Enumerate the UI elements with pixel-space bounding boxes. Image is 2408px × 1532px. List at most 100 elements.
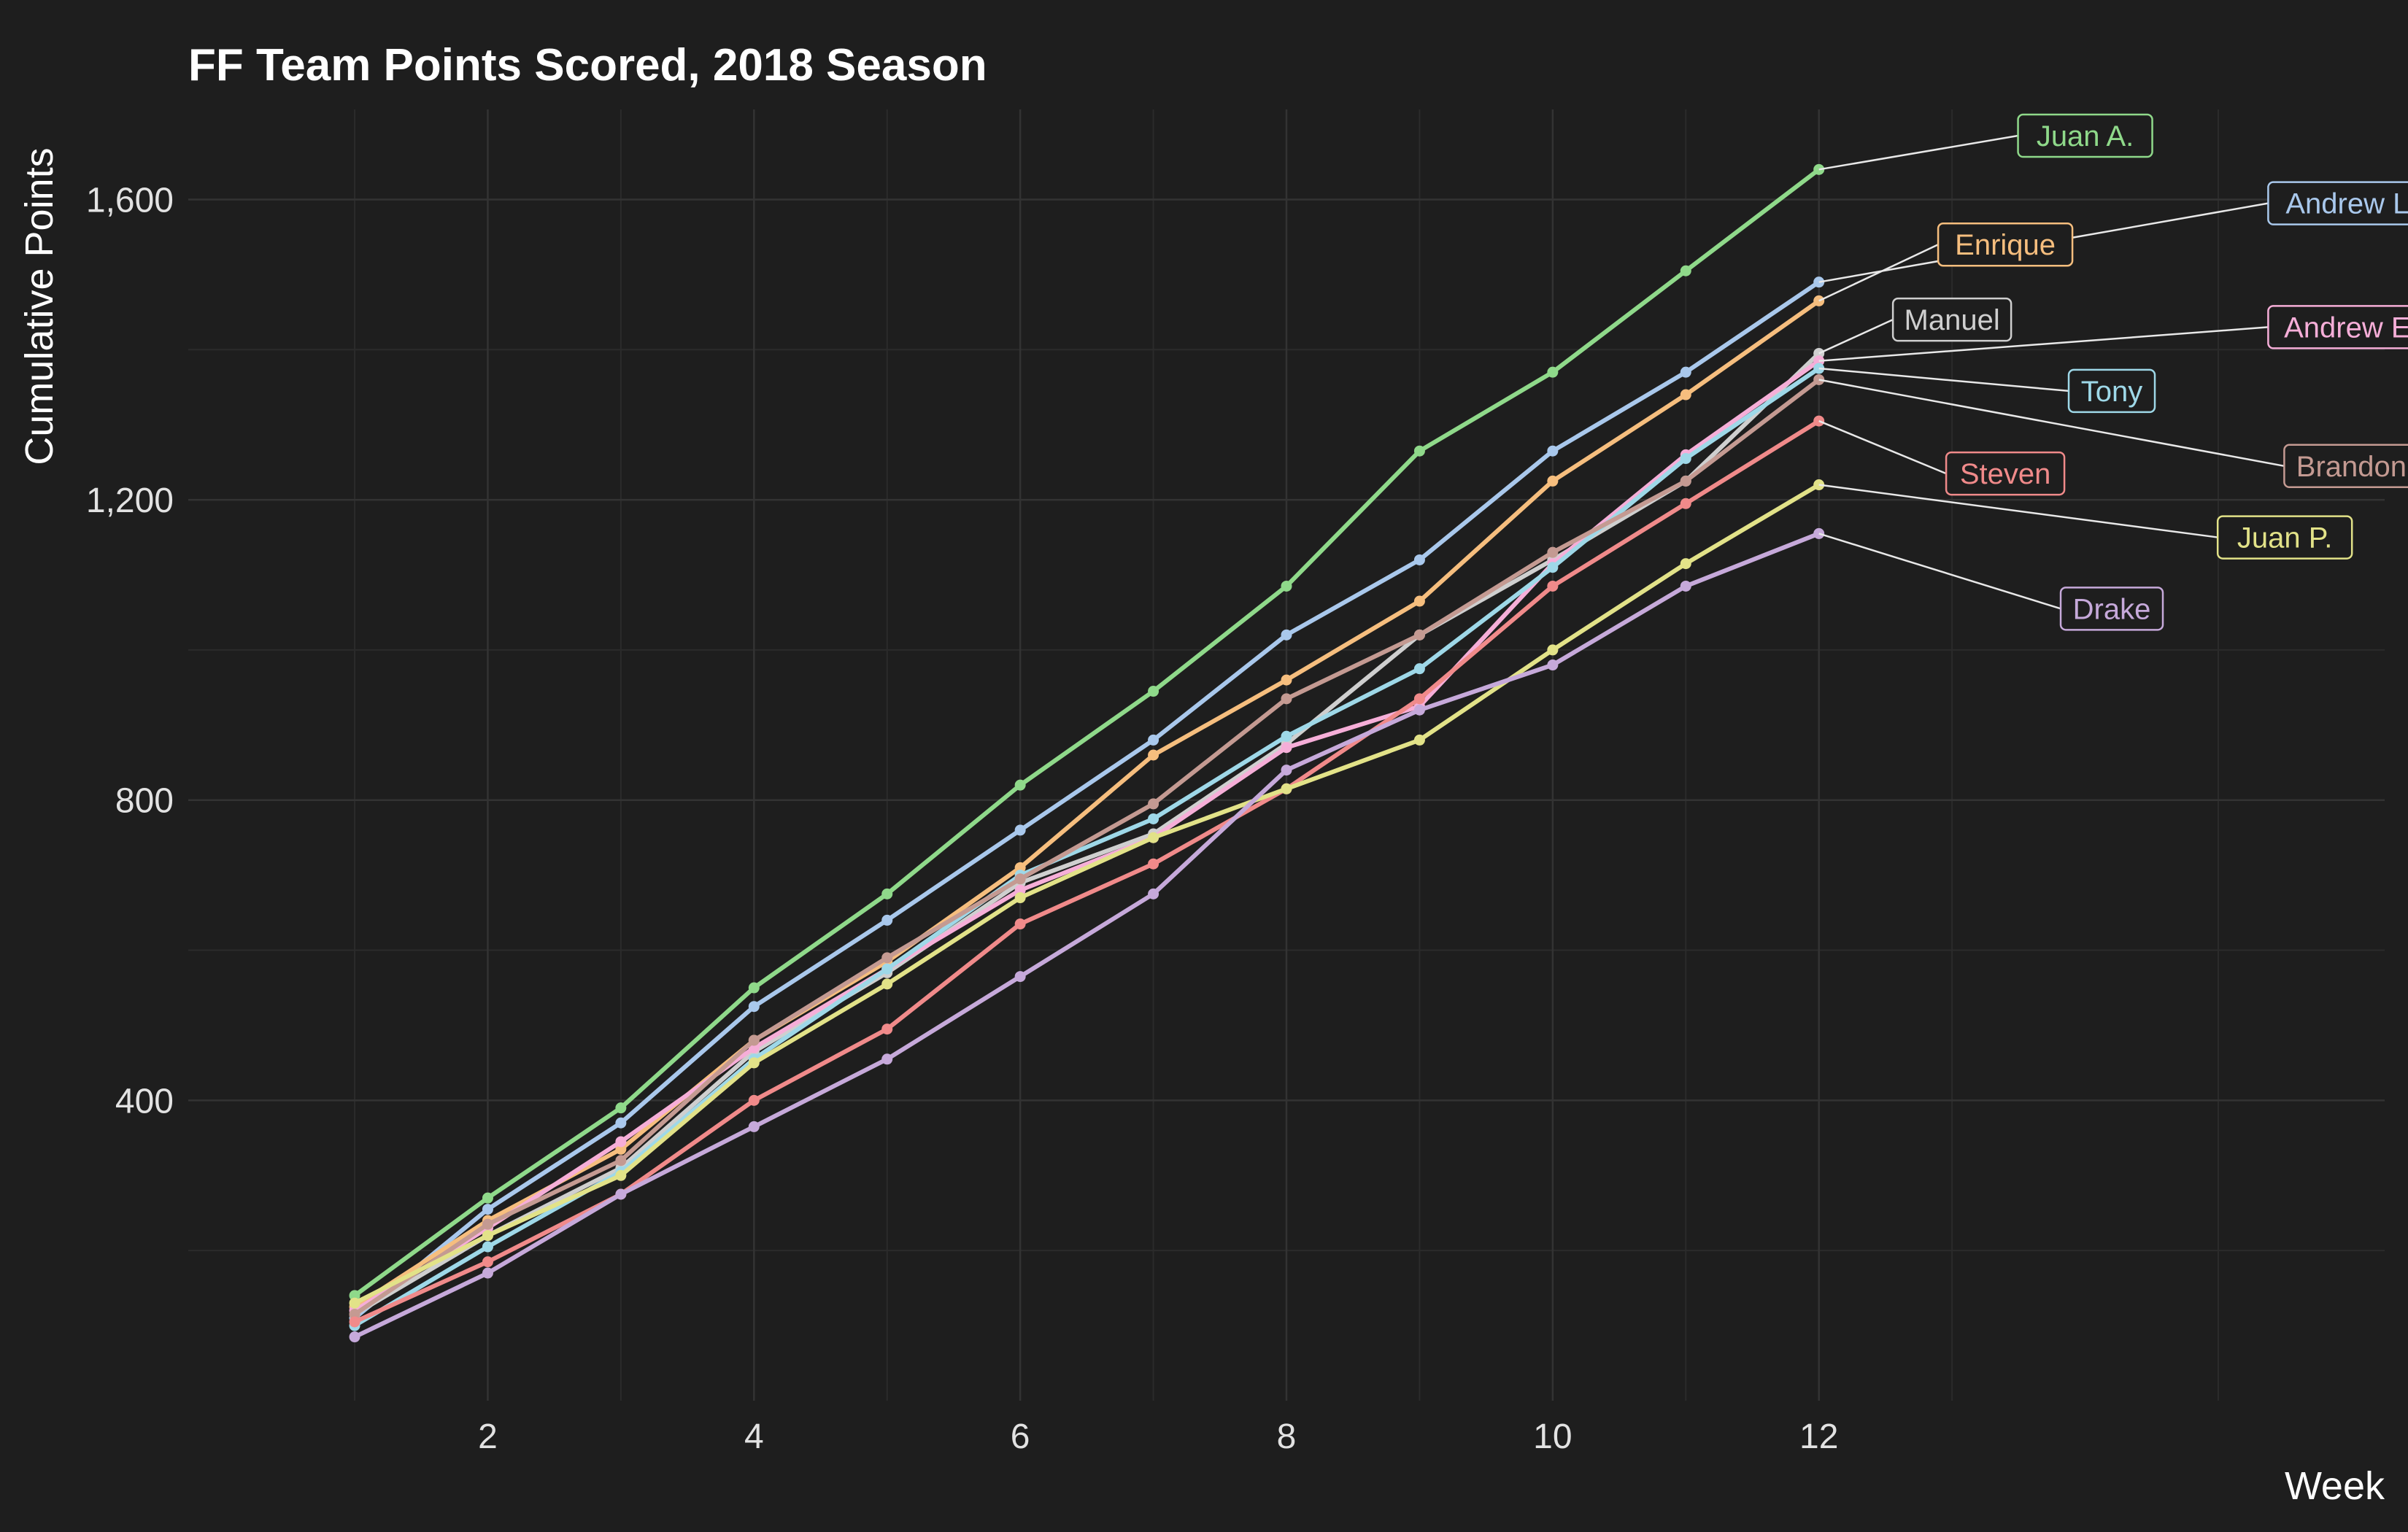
data-point-enrique [1281, 674, 1292, 686]
label-leader-line [1818, 484, 2218, 538]
data-point-andrew-l [1413, 554, 1425, 565]
data-point-brandon [349, 1309, 360, 1320]
data-point-drake [1413, 704, 1425, 716]
gridlines [188, 109, 2385, 1401]
data-point-andrew-l [482, 1204, 493, 1215]
data-point-juan-a [482, 1192, 493, 1204]
data-point-juan-p [881, 978, 893, 990]
label-leader-line [1818, 367, 2069, 392]
y-tick-label: 1,200 [86, 481, 174, 520]
data-point-steven [1413, 693, 1425, 705]
direct-labels: Juan A. Andrew L. Enrique Manuel Andrew E. To… [1818, 113, 2408, 631]
label-leader-line [1818, 244, 1939, 302]
label-text: Brandon [2296, 451, 2407, 483]
data-point-juan-a [1547, 366, 1559, 378]
label-text: Manuel [1905, 304, 2000, 336]
label-box [2059, 587, 2164, 631]
label-text: Tony [2081, 376, 2143, 408]
y-axis-title: Cumulative Points [18, 147, 61, 465]
data-point-drake [881, 1053, 893, 1065]
data-point-juan-p [1014, 892, 1026, 904]
data-point-steven [1680, 498, 1691, 509]
data-point-tony [1813, 363, 1825, 374]
data-point-enrique [1680, 389, 1691, 401]
series-label-brandon: Brandon [1818, 379, 2408, 489]
data-point-andrew-l [1680, 366, 1691, 378]
data-point-juan-a [1680, 265, 1691, 276]
data-point-steven [1014, 918, 1026, 930]
label-box [2017, 113, 2153, 158]
data-point-juan-p [1547, 644, 1559, 656]
data-point-steven [349, 1316, 360, 1328]
data-point-brandon [748, 1034, 760, 1046]
data-point-brandon [1148, 798, 1159, 810]
data-point-juan-a [881, 888, 893, 900]
data-point-tony [482, 1241, 493, 1253]
data-point-brandon [615, 1155, 627, 1167]
data-point-drake [1281, 765, 1292, 776]
data-point-tony [1547, 562, 1559, 573]
data-point-andrew-l [1014, 824, 1026, 836]
series-label-juan-a: Juan A. [1818, 113, 2153, 171]
label-text: Andrew E. [2284, 312, 2408, 344]
data-point-drake [615, 1188, 627, 1200]
label-leader-line [1818, 319, 1894, 355]
label-leader-line [1818, 533, 2061, 610]
series-line-drake [353, 531, 1820, 1339]
data-point-tony [1680, 453, 1691, 465]
series-label-andrew-l: Andrew L. [1818, 181, 2408, 283]
x-tick-label: 10 [1533, 1417, 1572, 1456]
label-leader-line [1818, 326, 2269, 362]
x-axis-title: Week [2285, 1464, 2385, 1508]
data-point-brandon [881, 952, 893, 964]
data-point-drake [748, 1121, 760, 1132]
data-point-juan-a [1014, 779, 1026, 791]
series-label-enrique: Enrique [1818, 222, 2074, 302]
data-point-andrew-e [1014, 884, 1026, 896]
data-point-juan-a [1148, 686, 1159, 697]
label-text: Steven [1960, 458, 2051, 490]
label-text: Andrew L. [2285, 188, 2408, 220]
series-line-juan-a [353, 167, 1821, 1298]
data-point-brandon [1014, 873, 1026, 885]
data-point-andrew-l [1281, 629, 1292, 641]
data-point-drake [1014, 971, 1026, 983]
data-point-juan-p [482, 1230, 493, 1242]
data-point-andrew-l [1148, 734, 1159, 746]
label-box [2267, 181, 2408, 225]
data-point-juan-a [748, 982, 760, 994]
label-box [2216, 515, 2353, 560]
x-tick-label: 4 [744, 1417, 764, 1456]
label-text: Juan A. [2037, 120, 2134, 152]
data-point-drake [1148, 888, 1159, 900]
data-point-tony [1281, 730, 1292, 742]
data-point-andrew-e [1281, 742, 1292, 754]
data-point-juan-a [1413, 445, 1425, 457]
data-point-enrique [1014, 862, 1026, 873]
data-point-enrique [1148, 749, 1159, 761]
series-line-andrew-e [353, 359, 1821, 1313]
x-tick-label: 2 [478, 1417, 498, 1456]
chart-title: FF Team Points Scored, 2018 Season [188, 40, 987, 90]
data-point-tony [881, 963, 893, 975]
label-leader-line [1818, 419, 1947, 475]
data-point-juan-p [748, 1057, 760, 1069]
data-point-juan-p [1680, 558, 1691, 570]
data-point-andrew-l [748, 1001, 760, 1013]
data-point-steven [482, 1256, 493, 1268]
x-tick-label: 12 [1799, 1417, 1838, 1456]
series-label-andrew-e: Andrew E. [1818, 305, 2408, 362]
series-line-brandon [353, 378, 1821, 1317]
data-point-juan-a [615, 1102, 627, 1114]
series-line-andrew-l [353, 280, 1821, 1320]
data-point-tony [1148, 813, 1159, 824]
data-point-juan-a [1281, 580, 1292, 592]
data-point-andrew-l [881, 914, 893, 926]
label-text: Drake [2073, 593, 2151, 625]
label-leader-line [1818, 379, 2285, 468]
series-label-tony: Tony [1818, 367, 2156, 414]
y-tick-label: 1,600 [86, 181, 174, 220]
y-tick-label: 800 [115, 782, 174, 821]
data-point-brandon [482, 1218, 493, 1230]
